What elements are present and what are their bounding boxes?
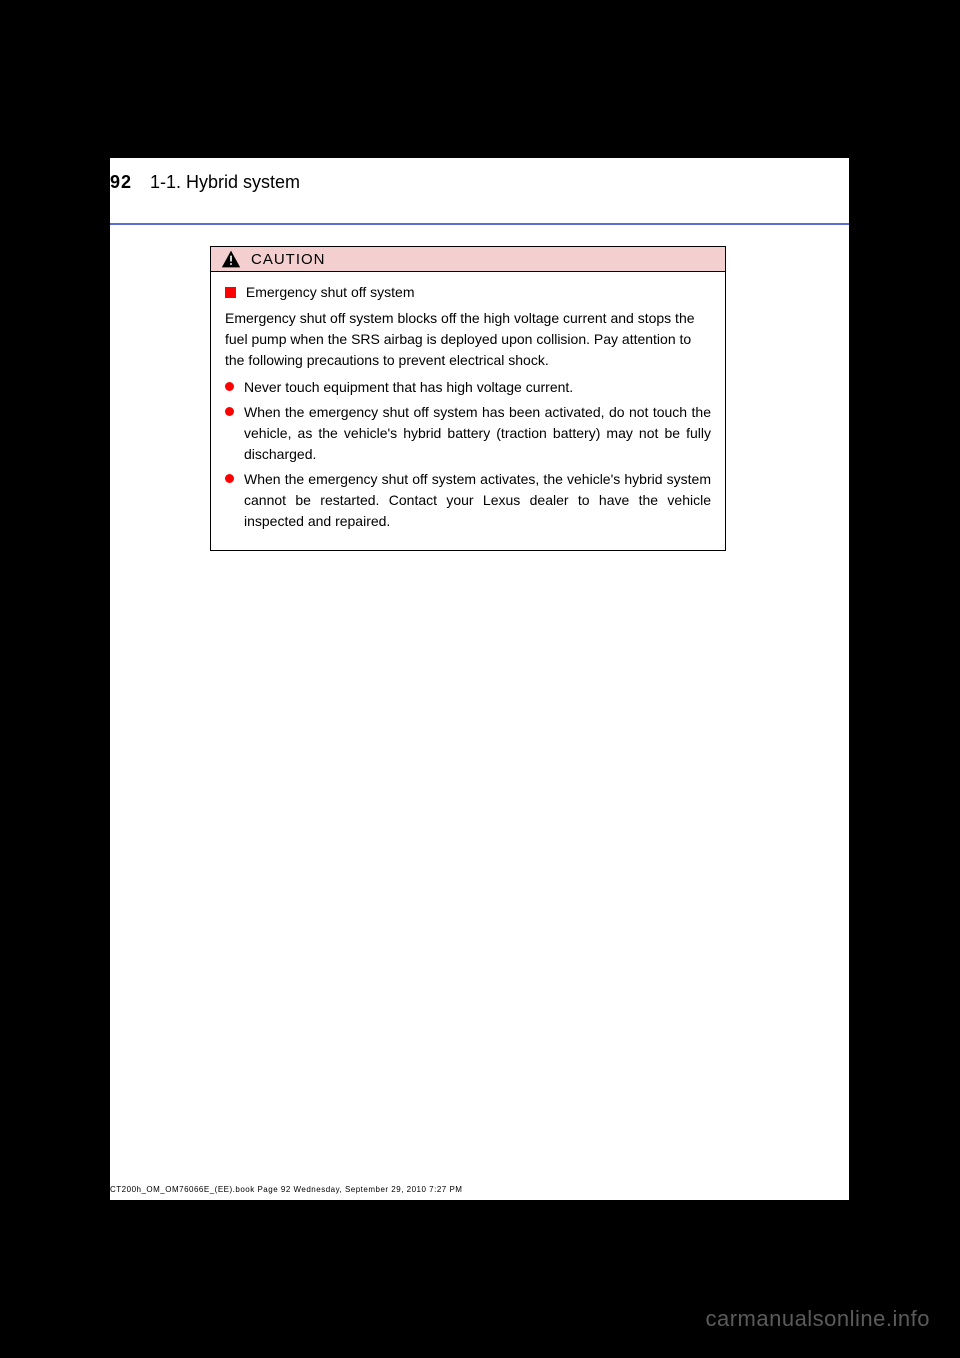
bullet-row: Never touch equipment that has high volt…: [225, 377, 711, 398]
caution-title: CAUTION: [251, 251, 326, 268]
header-divider: [110, 223, 849, 225]
warning-icon: [211, 247, 251, 271]
bullet-text: When the emergency shut off system activ…: [244, 469, 711, 532]
bullet-row: When the emergency shut off system has b…: [225, 402, 711, 465]
bullet-dot-icon: [225, 382, 234, 391]
watermark: carmanualsonline.info: [705, 1306, 930, 1332]
caution-section-title: Emergency shut off system: [246, 284, 415, 300]
bullet-text: Never touch equipment that has high volt…: [244, 377, 711, 398]
caution-body: Emergency shut off system Emergency shut…: [210, 272, 726, 551]
bullet-row: When the emergency shut off system activ…: [225, 469, 711, 532]
caution-section-title-row: Emergency shut off system: [225, 284, 711, 300]
page-frame: 92 1-1. Hybrid system CAUTION Emergency …: [0, 0, 960, 1358]
bullet-text: When the emergency shut off system has b…: [244, 402, 711, 465]
section-path: 1-1. Hybrid system: [150, 172, 300, 193]
caution-intro: Emergency shut off system blocks off the…: [225, 308, 711, 371]
file-tag: CT200h_OM_OM76066E_(EE).book Page 92 Wed…: [110, 1185, 462, 1194]
bullet-dot-icon: [225, 407, 234, 416]
square-marker-icon: [225, 287, 236, 298]
bullet-dot-icon: [225, 474, 234, 483]
page-inner: 92 1-1. Hybrid system CAUTION Emergency …: [110, 158, 849, 1200]
caution-header: CAUTION: [210, 246, 726, 272]
caution-box: CAUTION Emergency shut off system Emerge…: [210, 246, 726, 551]
page-number: 92: [110, 172, 132, 193]
